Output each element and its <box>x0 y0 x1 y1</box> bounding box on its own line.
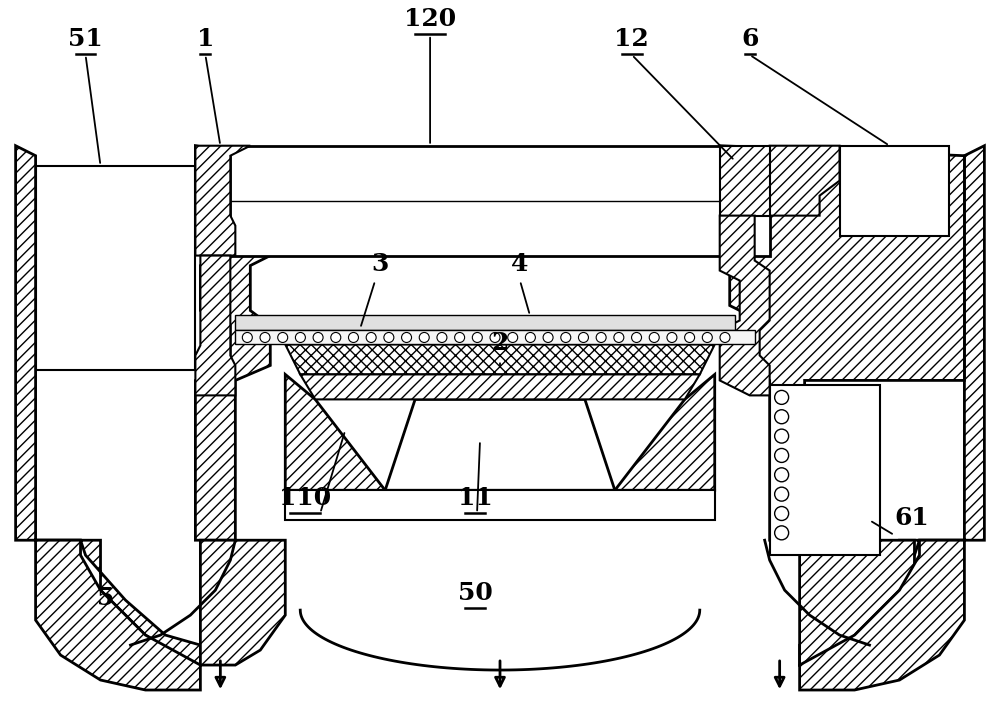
Polygon shape <box>285 374 385 490</box>
Polygon shape <box>385 400 615 490</box>
Bar <box>840 146 949 235</box>
Text: 50: 50 <box>458 581 492 605</box>
Polygon shape <box>195 146 250 256</box>
Polygon shape <box>770 146 840 216</box>
Text: 1: 1 <box>197 27 214 51</box>
Text: 11: 11 <box>458 486 492 510</box>
Circle shape <box>260 333 270 343</box>
Circle shape <box>384 333 394 343</box>
Circle shape <box>508 333 518 343</box>
Circle shape <box>775 506 789 520</box>
Circle shape <box>685 333 695 343</box>
Bar <box>770 386 880 556</box>
Circle shape <box>775 410 789 424</box>
Bar <box>235 331 755 345</box>
Circle shape <box>419 333 429 343</box>
Circle shape <box>561 333 571 343</box>
Circle shape <box>775 391 789 405</box>
Circle shape <box>278 333 288 343</box>
Circle shape <box>455 333 465 343</box>
Text: 2: 2 <box>491 331 509 355</box>
Circle shape <box>632 333 642 343</box>
Circle shape <box>366 333 376 343</box>
Text: 120: 120 <box>404 7 456 31</box>
Text: 12: 12 <box>614 27 649 51</box>
Polygon shape <box>300 374 700 400</box>
Text: 3: 3 <box>371 252 389 276</box>
Text: 4: 4 <box>511 252 529 276</box>
Polygon shape <box>200 540 285 665</box>
Circle shape <box>525 333 535 343</box>
Circle shape <box>775 487 789 501</box>
Polygon shape <box>720 146 770 216</box>
Circle shape <box>331 333 341 343</box>
Circle shape <box>649 333 659 343</box>
Polygon shape <box>615 374 715 490</box>
Bar <box>36 166 195 370</box>
Circle shape <box>596 333 606 343</box>
Circle shape <box>348 333 358 343</box>
Circle shape <box>578 333 588 343</box>
Polygon shape <box>800 540 964 690</box>
Circle shape <box>437 333 447 343</box>
Text: 6: 6 <box>741 27 758 51</box>
Circle shape <box>490 333 500 343</box>
Polygon shape <box>285 345 715 374</box>
Circle shape <box>472 333 482 343</box>
Bar <box>285 490 715 520</box>
Circle shape <box>614 333 624 343</box>
Circle shape <box>775 526 789 540</box>
Bar <box>235 316 735 331</box>
Polygon shape <box>800 146 984 665</box>
Polygon shape <box>800 540 914 665</box>
Text: 5: 5 <box>97 586 114 610</box>
Bar <box>230 146 770 256</box>
Text: 51: 51 <box>68 27 103 51</box>
Circle shape <box>543 333 553 343</box>
Polygon shape <box>720 216 770 396</box>
Circle shape <box>720 333 730 343</box>
Polygon shape <box>16 146 200 665</box>
Circle shape <box>775 448 789 462</box>
Circle shape <box>775 429 789 443</box>
Polygon shape <box>195 146 270 540</box>
Circle shape <box>295 333 305 343</box>
Text: 110: 110 <box>279 486 331 510</box>
Circle shape <box>667 333 677 343</box>
Circle shape <box>242 333 252 343</box>
Text: 61: 61 <box>894 506 929 530</box>
Polygon shape <box>720 146 964 540</box>
Circle shape <box>775 468 789 482</box>
Circle shape <box>313 333 323 343</box>
Polygon shape <box>36 540 200 690</box>
Polygon shape <box>195 256 235 396</box>
Circle shape <box>402 333 412 343</box>
Circle shape <box>702 333 712 343</box>
